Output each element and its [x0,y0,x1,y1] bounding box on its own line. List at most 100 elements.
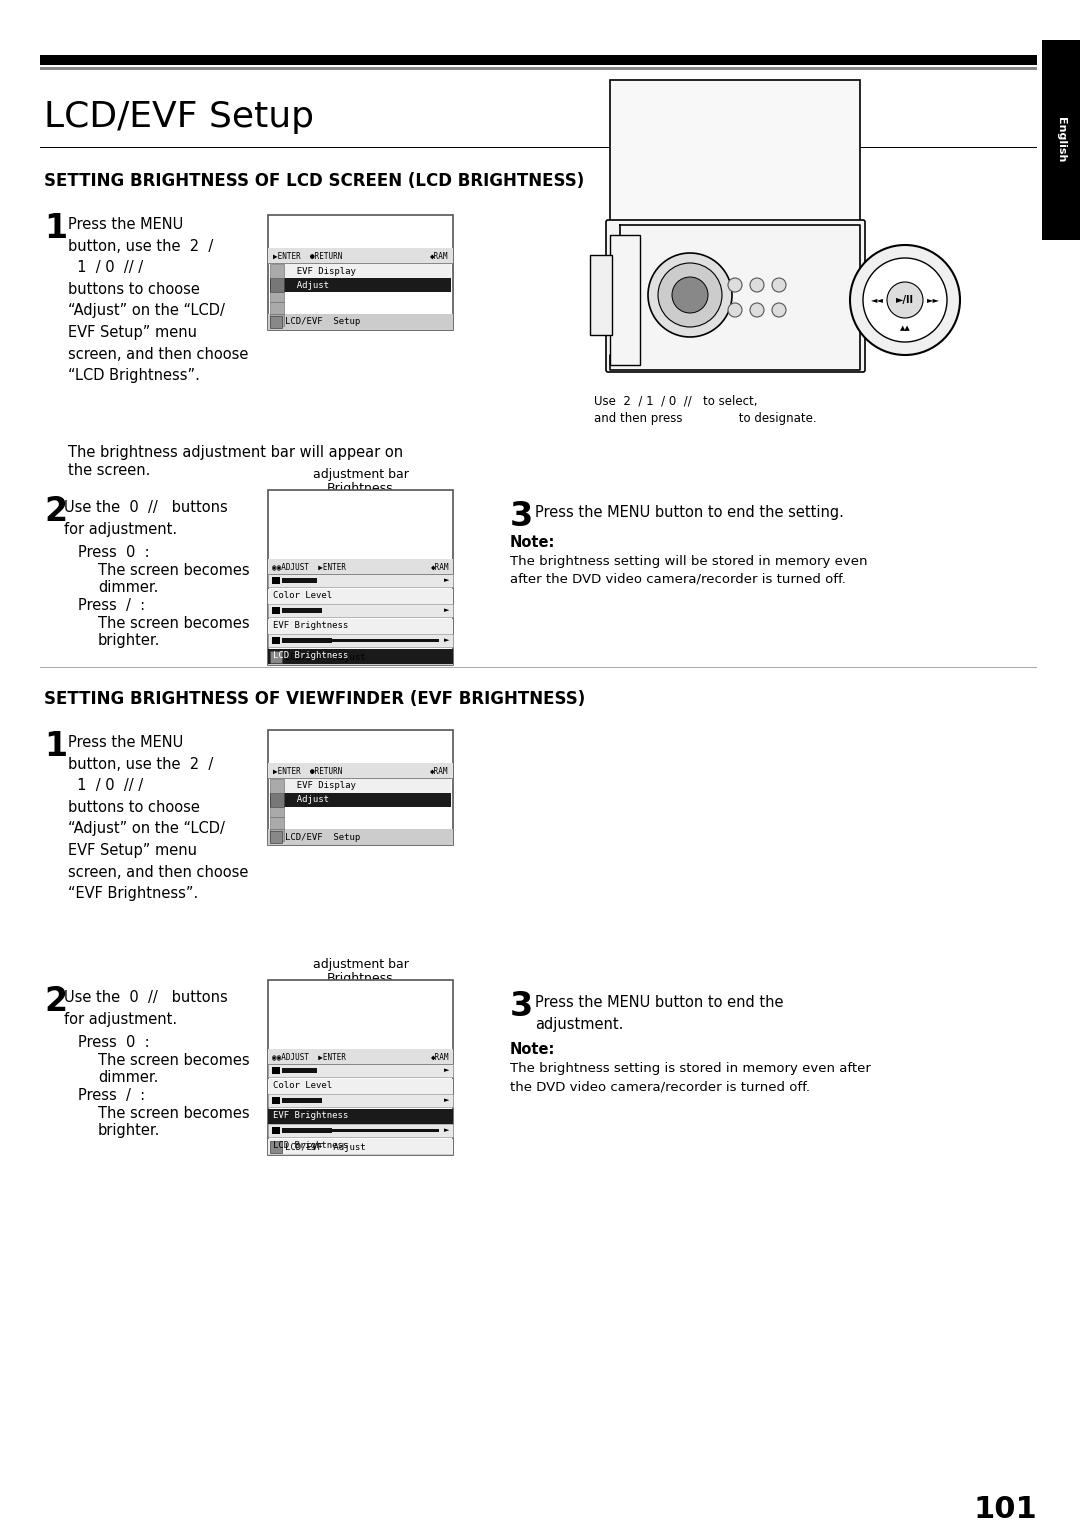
Text: adjustment bar: adjustment bar [312,468,408,482]
Text: 1: 1 [44,213,67,245]
Bar [268,1139,453,1154]
Bar [270,778,451,794]
Text: 1: 1 [44,729,67,763]
Text: LCD Brightness: LCD Brightness [273,651,348,661]
Text: Adjust: Adjust [286,795,329,804]
Text: ◉◉ADJUST  ▶ENTER: ◉◉ADJUST ▶ENTER [272,1052,346,1061]
Bar [270,804,284,816]
Text: The screen becomes: The screen becomes [98,616,249,631]
Text: ►: ► [444,576,449,583]
Bar [268,573,453,587]
Bar [270,278,284,292]
Bar [268,589,453,604]
Bar [270,829,284,841]
Text: The screen becomes: The screen becomes [98,563,249,578]
Text: ◄: ◄ [272,1127,278,1133]
Bar [268,489,453,665]
Bar [272,638,280,644]
Bar [270,291,284,303]
Text: dimmer.: dimmer. [98,579,159,595]
Circle shape [850,245,960,355]
Bar [270,278,451,292]
Circle shape [672,277,708,313]
Text: Note:: Note: [510,1041,555,1057]
Bar [282,639,438,642]
Text: Use the  0  //   buttons
for adjustment.: Use the 0 // buttons for adjustment. [64,500,228,537]
Text: SETTING BRIGHTNESS OF LCD SCREEN (LCD BRIGHTNESS): SETTING BRIGHTNESS OF LCD SCREEN (LCD BR… [44,171,584,190]
Text: Color Level: Color Level [273,592,333,601]
Text: ►/II: ►/II [896,295,914,304]
Bar [272,607,280,615]
Text: The screen becomes: The screen becomes [98,1053,249,1067]
Bar [270,1141,282,1153]
Bar [270,794,451,807]
Bar [268,635,453,647]
Bar [272,576,280,584]
Bar [270,317,282,329]
Bar [268,1095,453,1107]
Text: brighter.: brighter. [98,633,160,648]
Bar [282,609,322,613]
Text: Adjust: Adjust [286,280,329,289]
Bar [268,313,453,330]
Text: ►: ► [444,1127,449,1133]
Text: Press the MENU
button, use the  2  /
  1  / 0  // /
buttons to choose
“Adjust” o: Press the MENU button, use the 2 / 1 / 0… [68,217,248,384]
Text: 3: 3 [510,989,534,1023]
Text: English: English [1056,118,1066,162]
Circle shape [750,303,764,317]
Bar [268,729,453,846]
Bar [268,829,453,846]
Text: 2: 2 [44,495,67,528]
Text: LCD/EVF Setup: LCD/EVF Setup [44,99,314,135]
Text: ◄: ◄ [272,607,278,613]
Bar [268,648,453,664]
Text: ►: ► [444,638,449,644]
Bar [610,235,640,365]
FancyBboxPatch shape [606,220,865,372]
Text: LCD/EVF  Adjust: LCD/EVF Adjust [285,1142,366,1151]
Circle shape [658,263,723,327]
Text: EVF Brightness: EVF Brightness [273,621,348,630]
Text: ◄◄: ◄◄ [870,295,883,304]
Text: Press  /  :: Press / : [78,1089,145,1102]
Text: adjustment bar: adjustment bar [312,959,408,971]
Bar [268,1064,453,1076]
Circle shape [728,278,742,292]
Bar [270,313,284,326]
Text: ◄: ◄ [272,576,278,583]
Text: 101: 101 [973,1495,1037,1524]
Text: LCD/EVF  Adjust: LCD/EVF Adjust [285,653,366,662]
Circle shape [728,303,742,317]
Text: Press the MENU
button, use the  2  /
  1  / 0  // /
buttons to choose
“Adjust” o: Press the MENU button, use the 2 / 1 / 0… [68,735,248,901]
Text: ◆RAM: ◆RAM [431,563,449,572]
Bar [40,67,1037,70]
Circle shape [772,303,786,317]
Text: LCD Brightness: LCD Brightness [273,1142,348,1150]
Bar [268,1049,453,1066]
Text: ►: ► [444,1067,449,1073]
Text: Press  /  :: Press / : [78,598,145,613]
Circle shape [863,258,947,342]
Bar [282,1067,318,1073]
Text: ◆RAM: ◆RAM [430,251,448,260]
Text: The screen becomes: The screen becomes [98,1105,249,1121]
Circle shape [750,278,764,292]
Text: ►: ► [444,1096,449,1102]
Text: EVF Display: EVF Display [286,781,356,790]
Text: The brightness adjustment bar will appear on: The brightness adjustment bar will appea… [68,445,403,460]
Text: Press the MENU button to end the setting.: Press the MENU button to end the setting… [535,505,843,520]
Text: ▶ENTER  ●RETURN: ▶ENTER ●RETURN [273,766,342,775]
Bar [282,1128,438,1131]
Bar [610,80,860,225]
Text: ◄: ◄ [272,1096,278,1102]
Text: and then press               to designate.: and then press to designate. [594,411,816,425]
Bar [272,1127,280,1135]
Bar [268,216,453,330]
Bar [270,303,284,313]
Text: ◄: ◄ [272,1067,278,1073]
Bar [282,638,332,644]
Text: ▶ENTER  ●RETURN: ▶ENTER ●RETURN [273,251,342,260]
Text: 3: 3 [510,500,534,534]
Text: dimmer.: dimmer. [98,1070,159,1086]
Bar [272,1127,280,1135]
